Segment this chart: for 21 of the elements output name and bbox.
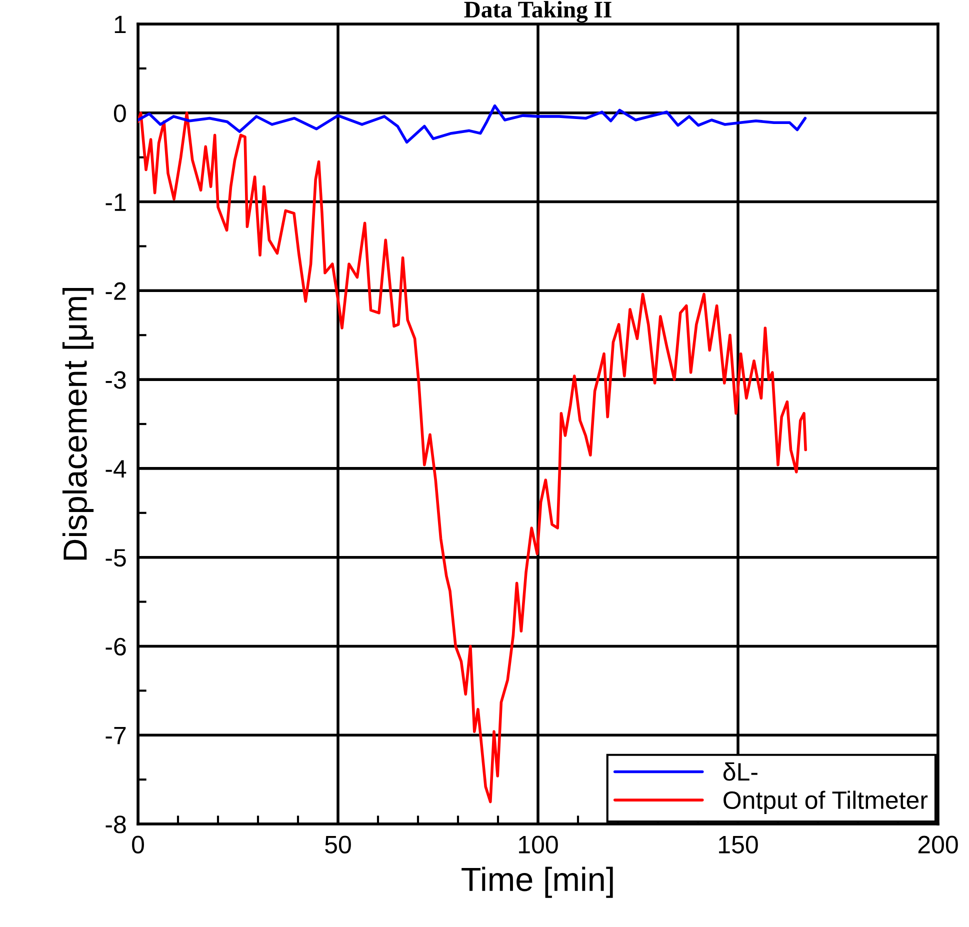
chart-title: Data Taking II [464,1,612,23]
y-tick-label: 1 [114,16,126,34]
y-tick-label: -7 [106,726,126,744]
legend-label: Ontput of Tiltmeter [724,790,928,814]
x-tick-label: 0 [132,836,144,854]
y-tick-label: 0 [114,104,126,122]
y-tick-label: -1 [106,194,126,211]
x-tick-label: 150 [719,836,758,854]
y-tick-label: -5 [106,549,126,567]
y-tick-label: -3 [106,371,126,389]
x-tick-label: 50 [325,836,351,854]
y-tick-label: -4 [106,460,126,478]
x-tick-label: 100 [519,836,558,854]
y-tick-label: -6 [106,638,126,656]
line-series [138,104,807,144]
y-tick-label: -8 [106,816,126,834]
x-tick-label: 200 [918,836,958,854]
y-axis-title: Displacement [μm] [62,288,94,560]
y-tick-label: -2 [106,282,126,300]
x-axis-title: Time [min] [462,866,613,898]
legend-label: δL- [723,762,758,781]
